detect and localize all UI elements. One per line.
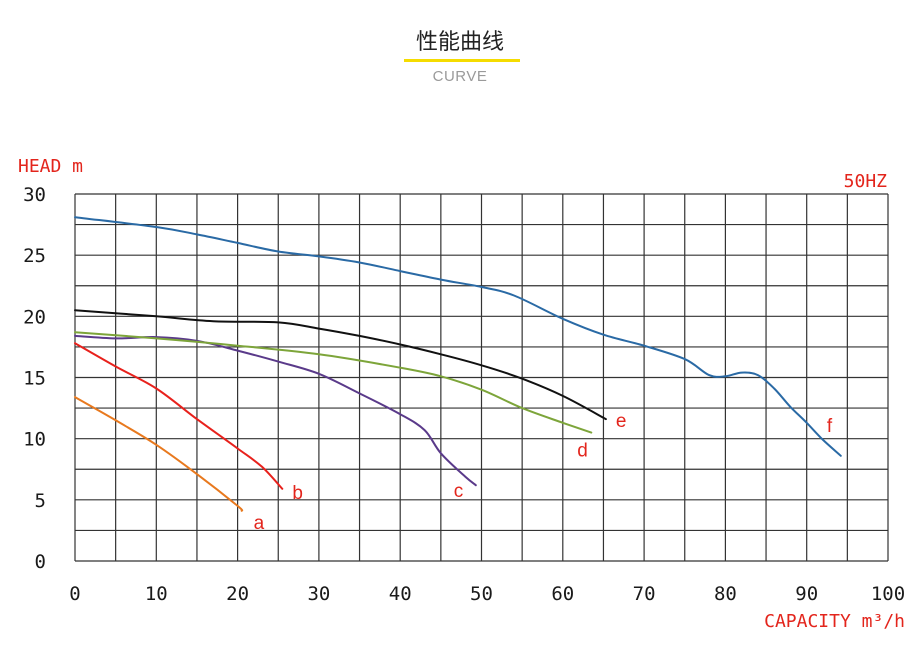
y-tick-label: 20 bbox=[23, 306, 46, 328]
x-tick-label: 10 bbox=[145, 583, 168, 605]
x-tick-label: 60 bbox=[551, 583, 574, 605]
curve-label-d: d bbox=[577, 441, 588, 462]
series-line-e bbox=[74, 309, 607, 421]
x-tick-label: 50 bbox=[470, 583, 493, 605]
x-tick-label: 80 bbox=[714, 583, 737, 605]
x-tick-label: 90 bbox=[795, 583, 818, 605]
series-group bbox=[74, 216, 842, 512]
y-tick-label: 15 bbox=[23, 368, 46, 390]
frequency-label: 50HZ bbox=[844, 171, 888, 192]
series-line-d bbox=[74, 331, 593, 434]
page-header: 性能曲线 CURVE bbox=[0, 0, 920, 100]
curve-label-f: f bbox=[827, 416, 833, 437]
series-line-b bbox=[74, 342, 284, 490]
curve-label-e: e bbox=[616, 411, 627, 432]
x-tick-label: 100 bbox=[871, 583, 905, 605]
page-title: 性能曲线 bbox=[415, 30, 504, 55]
x-tick-label: 0 bbox=[69, 583, 80, 605]
y-tick-label: 10 bbox=[23, 429, 46, 451]
curve-label-a: a bbox=[254, 513, 265, 534]
x-tick-label: 20 bbox=[226, 583, 249, 605]
curve-labels: a b c d e f bbox=[254, 411, 833, 534]
y-tick-label: 0 bbox=[35, 551, 46, 573]
y-axis-title: HEAD m bbox=[18, 156, 83, 177]
y-tick-label: 30 bbox=[23, 184, 46, 206]
x-tick-label: 30 bbox=[307, 583, 330, 605]
curve-label-b: b bbox=[292, 483, 303, 504]
curve-label-c: c bbox=[454, 481, 464, 502]
title-underline bbox=[404, 59, 520, 62]
y-tick-label: 25 bbox=[23, 245, 46, 267]
series-line-a bbox=[74, 396, 244, 512]
series-line-f bbox=[74, 216, 842, 457]
x-tick-label: 70 bbox=[633, 583, 656, 605]
grid bbox=[74, 193, 889, 562]
x-axis-title: CAPACITY m³/h bbox=[764, 611, 905, 632]
y-tick-label: 5 bbox=[35, 490, 46, 512]
series-line-c bbox=[74, 334, 477, 487]
x-tick-label: 40 bbox=[389, 583, 412, 605]
page-subtitle: CURVE bbox=[432, 68, 488, 85]
tick-labels: 0 10 20 30 40 50 60 70 80 90 100 0 5 10 15 20 25 30 bbox=[23, 184, 905, 605]
